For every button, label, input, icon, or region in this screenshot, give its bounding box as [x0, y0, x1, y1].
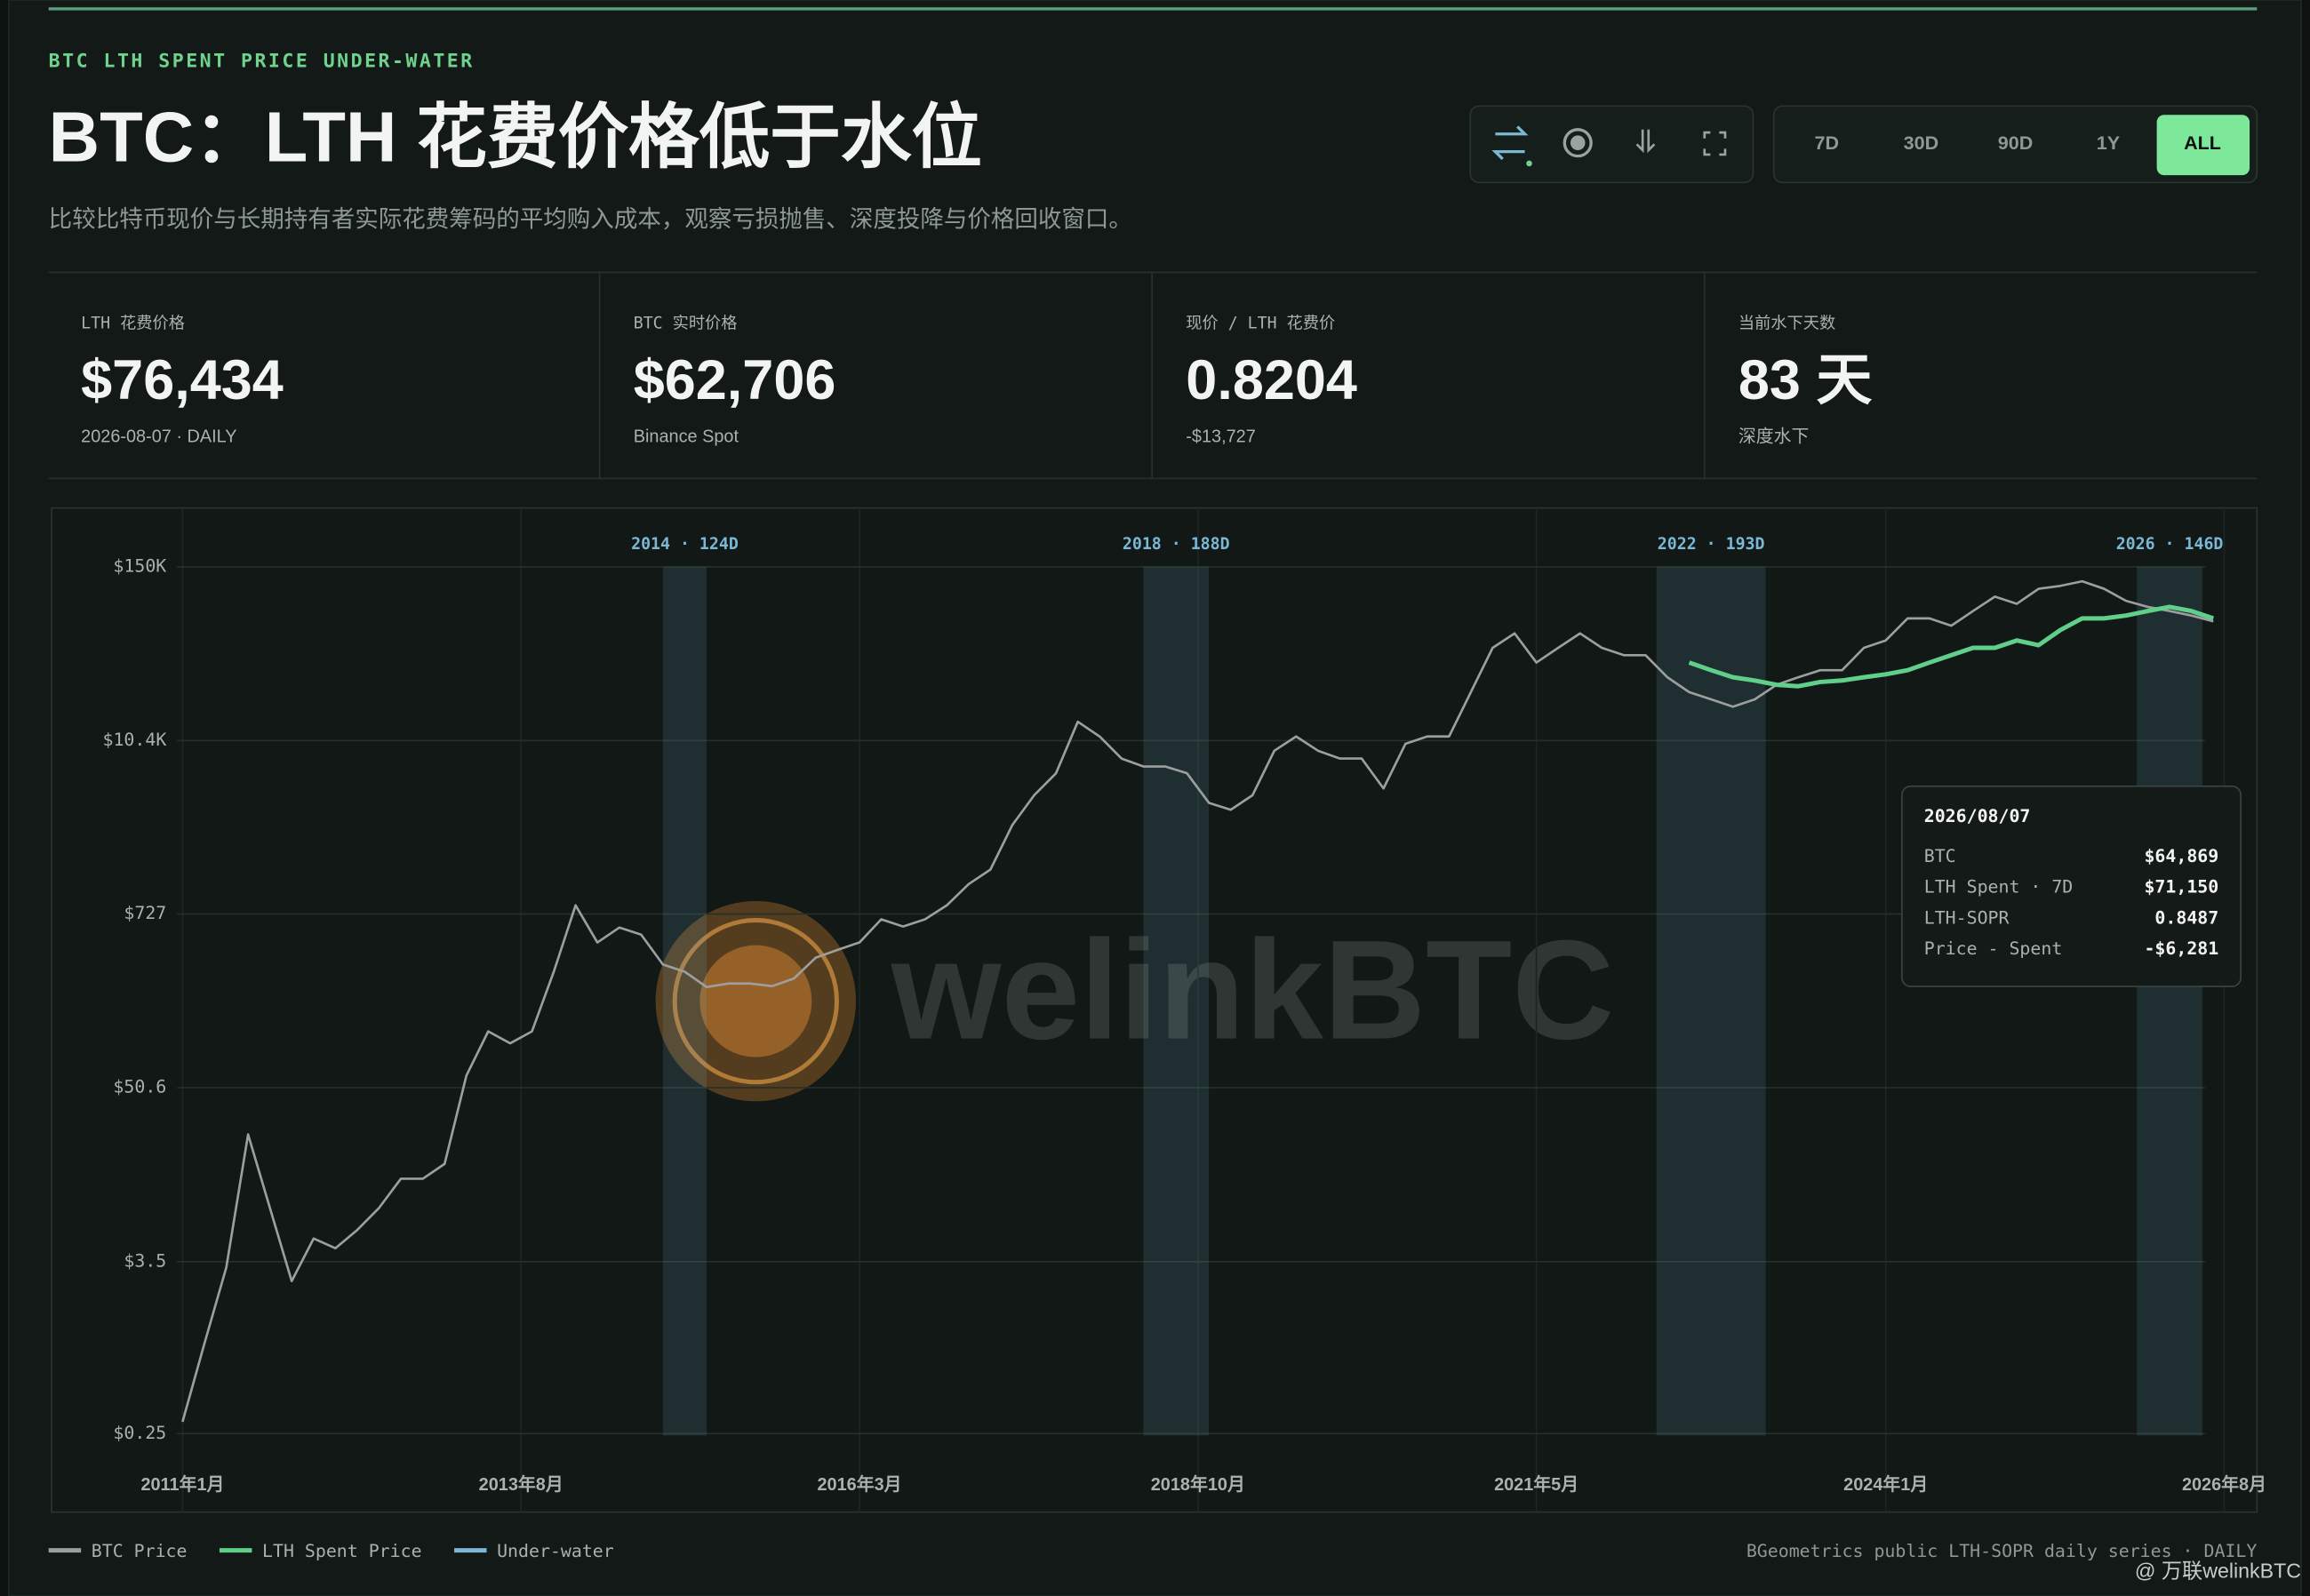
stat-note: 2026-08-07 · DAILY: [81, 427, 236, 446]
tooltip-value: $71,150: [2144, 877, 2218, 898]
tooltip-label: LTH Spent · 7D: [1924, 877, 2074, 898]
plot: 2011年1月 2013年8月 2016年3月 2018年10月 2021年5月 2024…: [102, 507, 2266, 1512]
underwater-band: [1656, 566, 1766, 1436]
x-tick-label: 2011年1月: [140, 1474, 224, 1495]
x-tick-label: 2021年5月: [1494, 1474, 1579, 1495]
y-tick-label: $0.25: [113, 1423, 166, 1443]
tooltip-date: 2026/08/07: [1924, 806, 2031, 826]
stat-value: $62,706: [634, 349, 836, 411]
download-button[interactable]: [1635, 129, 1656, 154]
tool-group: [1469, 105, 1754, 184]
range-button[interactable]: 7D: [1815, 132, 1840, 154]
tooltip-label: BTC: [1924, 846, 1956, 866]
y-tick-label: $3.5: [124, 1250, 166, 1271]
underwater-label: 2022 · 193D: [1658, 535, 1765, 554]
tooltip-value: -$6,281: [2144, 938, 2218, 959]
tooltip-value: 0.8487: [2154, 907, 2218, 928]
x-tick-label: 2026年8月: [2182, 1474, 2266, 1495]
stat-value: 0.8204: [1186, 349, 1357, 411]
watermark-logo: [655, 900, 857, 1102]
y-tick-label: $727: [124, 903, 166, 923]
tool-buttons: [1469, 105, 2258, 184]
fullscreen-button[interactable]: [1703, 131, 1727, 156]
stat-note: Binance Spot: [634, 427, 739, 446]
y-tick-label: $50.6: [113, 1076, 166, 1097]
stat-value: 83 天: [1738, 349, 1873, 411]
chart-source: BGeometrics public LTH-SOPR daily series…: [1746, 1541, 2258, 1561]
y-tick-label: $150K: [113, 555, 166, 576]
underwater-label: 2026 · 146D: [2116, 535, 2224, 554]
series-line: [1688, 604, 2215, 689]
x-tick-label: 2024年1月: [1843, 1474, 1928, 1495]
tooltip-label: Price - Spent: [1924, 938, 2063, 959]
stat-label: BTC 实时价格: [634, 315, 738, 333]
page-title: BTC：LTH 花费价格低于水位: [49, 98, 982, 177]
stat-label: 当前水下天数: [1738, 315, 1835, 333]
x-tick-label: 2013年8月: [479, 1474, 564, 1495]
record-button[interactable]: [1563, 128, 1593, 158]
swap-button[interactable]: [1491, 125, 1532, 167]
tooltip: 2026/08/07: [1901, 785, 2242, 987]
legend-label: LTH Spent Price: [262, 1541, 422, 1561]
y-tick-label: $10.4K: [102, 730, 166, 750]
tooltip-value: $64,869: [2144, 846, 2218, 866]
underwater-band: [662, 566, 707, 1436]
x-tick-label: 2016年3月: [817, 1474, 901, 1495]
underwater-band: [2137, 566, 2202, 1436]
range-active-bg: [2156, 115, 2250, 176]
x-tick-label: 2018年10月: [1151, 1474, 1245, 1495]
range-button[interactable]: 1Y: [2097, 132, 2121, 154]
tooltip-box: [1901, 785, 2242, 987]
underwater-label: 2018 · 188D: [1123, 535, 1230, 554]
stat-label: 现价 / LTH 花费价: [1186, 315, 1335, 333]
eyebrow: BTC LTH SPENT PRICE UNDER-WATER: [49, 51, 475, 73]
range-button[interactable]: ALL: [2184, 132, 2221, 154]
stat-label: LTH 花费价格: [81, 315, 185, 333]
legend-label: BTC Price: [92, 1541, 188, 1561]
subtitle: 比较比特币现价与长期持有者实际花费筹码的平均购入成本，观察亏损抛售、深度投降与价…: [49, 206, 1132, 233]
tooltip-label: LTH-SOPR: [1924, 907, 2010, 928]
stat-note: -$13,727: [1186, 427, 1255, 446]
range-button[interactable]: 30D: [1904, 132, 1939, 154]
series-line: [181, 579, 2214, 1423]
stat-value: $76,434: [81, 349, 284, 411]
underwater-band: [1143, 566, 1210, 1436]
range-button[interactable]: 90D: [1998, 132, 2034, 154]
underwater-label: 2014 · 124D: [631, 535, 739, 554]
watermark-text: welinkBTC: [891, 911, 1614, 1069]
range-group: [1772, 105, 2258, 184]
stat-note: 深度水下: [1738, 427, 1810, 446]
credit: @ 万联welinkBTC: [2135, 1560, 2301, 1583]
legend-label: Under-water: [497, 1541, 614, 1561]
